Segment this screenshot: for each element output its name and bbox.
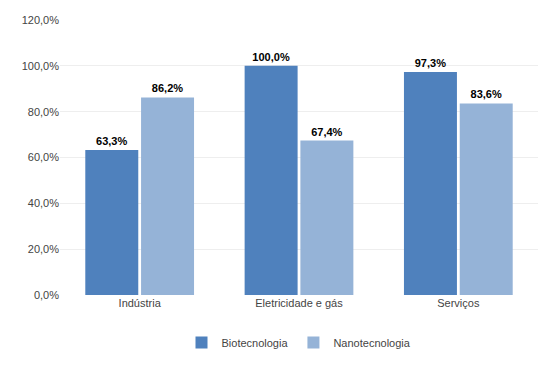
- svg-text:83,6%: 83,6%: [471, 88, 502, 100]
- svg-text:80,0%: 80,0%: [28, 106, 59, 118]
- svg-text:Eletricidade e gás: Eletricidade e gás: [255, 297, 343, 309]
- svg-text:100,0%: 100,0%: [22, 60, 60, 72]
- svg-text:120,0%: 120,0%: [22, 14, 60, 26]
- svg-text:63,3%: 63,3%: [96, 135, 127, 147]
- svg-text:20,0%: 20,0%: [28, 243, 59, 255]
- svg-text:97,3%: 97,3%: [415, 57, 446, 69]
- svg-text:60,0%: 60,0%: [28, 151, 59, 163]
- svg-text:0,0%: 0,0%: [34, 289, 59, 301]
- svg-text:Biotecnologia: Biotecnologia: [222, 337, 289, 349]
- svg-text:Indústria: Indústria: [119, 297, 162, 309]
- svg-text:40,0%: 40,0%: [28, 197, 59, 209]
- svg-text:67,4%: 67,4%: [311, 126, 342, 138]
- svg-text:100,0%: 100,0%: [252, 51, 290, 63]
- svg-text:86,2%: 86,2%: [152, 82, 183, 94]
- svg-text:Serviços: Serviços: [437, 297, 480, 309]
- svg-text:Nanotecnologia: Nanotecnologia: [333, 337, 410, 349]
